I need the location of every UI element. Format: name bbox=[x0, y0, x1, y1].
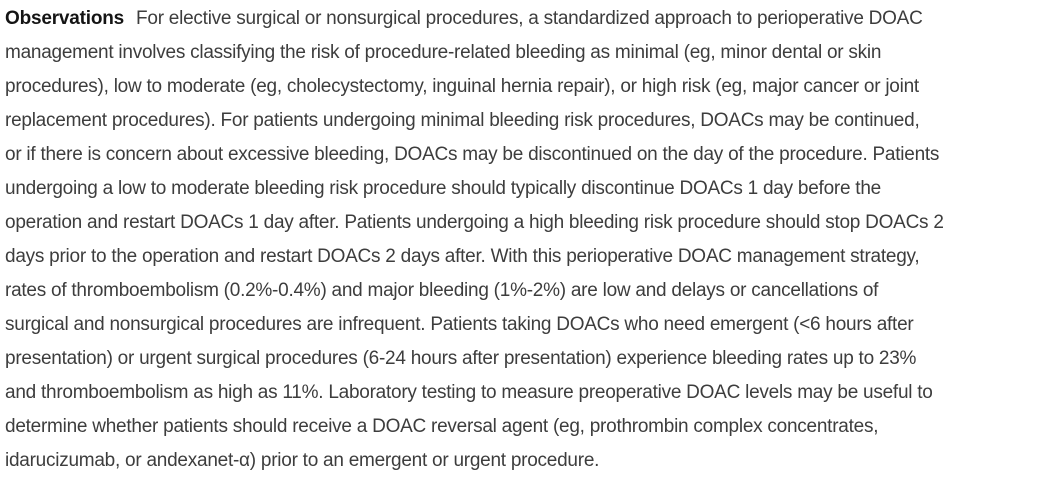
abstract-line-text: replacement procedures). For patients un… bbox=[5, 110, 920, 131]
abstract-line-text: determine whether patients should receiv… bbox=[5, 416, 879, 437]
abstract-text-line: or if there is concern about excessive b… bbox=[5, 138, 1036, 172]
abstract-line-text: days prior to the operation and restart … bbox=[5, 246, 920, 267]
abstract-text-line: determine whether patients should receiv… bbox=[5, 410, 1036, 444]
section-label: Observations bbox=[5, 8, 125, 29]
abstract-text-line: presentation) or urgent surgical procedu… bbox=[5, 342, 1036, 376]
abstract-text-line: surgical and nonsurgical procedures are … bbox=[5, 308, 1036, 342]
abstract-text-line: days prior to the operation and restart … bbox=[5, 240, 1036, 274]
abstract-text-line: replacement procedures). For patients un… bbox=[5, 104, 1036, 138]
abstract-line-text: presentation) or urgent surgical procedu… bbox=[5, 348, 917, 369]
abstract-line-text: operation and restart DOACs 1 day after.… bbox=[5, 212, 944, 233]
abstract-line-text: or if there is concern about excessive b… bbox=[5, 144, 940, 165]
abstract-text-line: procedures), low to moderate (eg, cholec… bbox=[5, 70, 1036, 104]
abstract-text-line: idarucizumab, or andexanet-α) prior to a… bbox=[5, 444, 1036, 478]
abstract-text-line: operation and restart DOACs 1 day after.… bbox=[5, 206, 1036, 240]
abstract-line-text: and thromboembolism as high as 11%. Labo… bbox=[5, 382, 933, 403]
abstract-observations-section: Observations For elective surgical or non… bbox=[5, 2, 1036, 478]
abstract-text-line: and thromboembolism as high as 11%. Labo… bbox=[5, 376, 1036, 410]
abstract-text-line: Observations For elective surgical or non… bbox=[5, 2, 1036, 36]
abstract-line-text: idarucizumab, or andexanet-α) prior to a… bbox=[5, 450, 600, 471]
abstract-line-text: undergoing a low to moderate bleeding ri… bbox=[5, 178, 881, 199]
abstract-text-line: undergoing a low to moderate bleeding ri… bbox=[5, 172, 1036, 206]
abstract-line-text: surgical and nonsurgical procedures are … bbox=[5, 314, 914, 335]
abstract-line-text: management involves classifying the risk… bbox=[5, 42, 882, 63]
abstract-text-line: rates of thromboembolism (0.2%-0.4%) and… bbox=[5, 274, 1036, 308]
abstract-line-text: procedures), low to moderate (eg, cholec… bbox=[5, 76, 919, 97]
abstract-line-text: For elective surgical or nonsurgical pro… bbox=[136, 8, 923, 29]
abstract-line-text: rates of thromboembolism (0.2%-0.4%) and… bbox=[5, 280, 879, 301]
abstract-text-line: management involves classifying the risk… bbox=[5, 36, 1036, 70]
